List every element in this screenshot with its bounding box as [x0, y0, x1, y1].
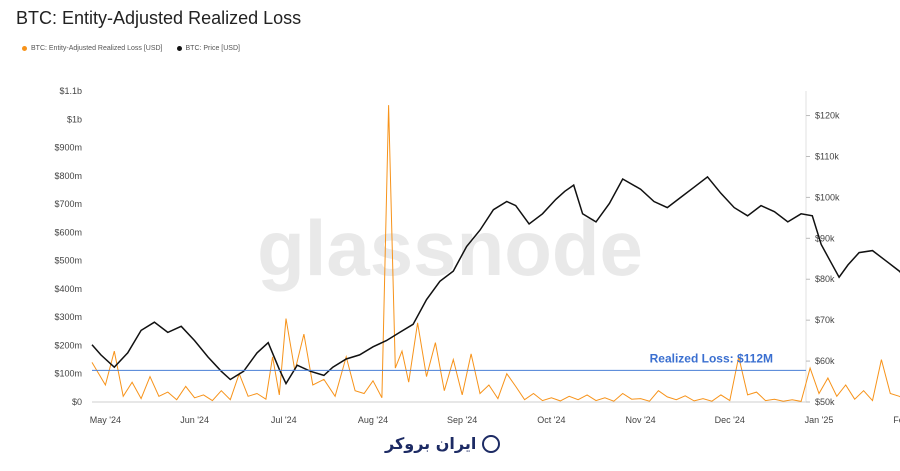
right-tick-label: $120k [815, 111, 840, 121]
left-tick-label: $200m [54, 340, 82, 350]
x-tick-label: Feb '25 [893, 415, 900, 425]
x-tick-label: May '24 [90, 415, 121, 425]
right-tick-label: $80k [815, 274, 835, 284]
price-series-line [91, 175, 900, 386]
right-tick-label: $100k [815, 192, 840, 202]
x-tick-label: Jul '24 [271, 415, 297, 425]
x-tick-label: Dec '24 [715, 415, 745, 425]
x-tick-label: Aug '24 [358, 415, 388, 425]
left-tick-label: $1b [67, 114, 82, 124]
left-tick-label: $900m [54, 143, 82, 153]
brand-text: ایران بروکر [385, 434, 477, 453]
x-tick-label: Jun '24 [180, 415, 209, 425]
left-tick-label: $300m [54, 312, 82, 322]
left-tick-label: $100m [54, 369, 82, 379]
x-tick-label: Jan '25 [805, 415, 834, 425]
chart-title: BTC: Entity-Adjusted Realized Loss [16, 8, 302, 28]
loss-series-line [91, 105, 900, 402]
x-tick-label: Sep '24 [447, 415, 477, 425]
legend-loss-label: BTC: Entity-Adjusted Realized Loss [USD] [31, 45, 163, 52]
right-tick-label: $50k [815, 397, 835, 407]
legend-item-loss[interactable]: BTC: Entity-Adjusted Realized Loss [USD] [22, 45, 163, 52]
left-tick-label: $400m [54, 284, 82, 294]
x-tick-label: Nov '24 [625, 415, 655, 425]
left-tick-label: $800m [54, 171, 82, 181]
left-tick-label: $500m [54, 256, 82, 266]
right-tick-label: $70k [815, 315, 835, 325]
left-tick-label: $1.1b [59, 86, 82, 96]
grid-lines [92, 91, 807, 403]
x-axis: May '24 Jun '24 Jul '24 Aug '24 Sep '24 Oct '… [90, 415, 900, 425]
right-tick-label: $90k [815, 233, 835, 243]
left-tick-label: $0 [72, 397, 82, 407]
left-tick-label: $700m [54, 199, 82, 209]
legend-loss-swatch [22, 46, 27, 51]
legend-item-price[interactable]: BTC: Price [USD] [176, 45, 240, 52]
x-tick-label: Oct '24 [537, 415, 565, 425]
threshold-annotation: Realized Loss: $112M [650, 351, 773, 365]
left-axis: $0 $100m $200m $300m $400m $500m $600m $700m $80… [54, 86, 82, 407]
right-axis: $50k $60k $70k $80k $90k $100k $110k $120k [806, 111, 840, 407]
brand-icon [482, 434, 501, 453]
watermark: glassnode [257, 204, 643, 292]
legend-price-label: BTC: Price [USD] [185, 45, 240, 52]
right-tick-label: $110k [815, 151, 839, 161]
brand-logo: ایران بروکر [385, 434, 501, 453]
legend-price-swatch [176, 46, 182, 51]
right-tick-label: $60k [815, 356, 835, 366]
chart-legend: BTC: Entity-Adjusted Realized Loss [USD]… [22, 45, 240, 52]
left-tick-label: $600m [54, 227, 82, 237]
